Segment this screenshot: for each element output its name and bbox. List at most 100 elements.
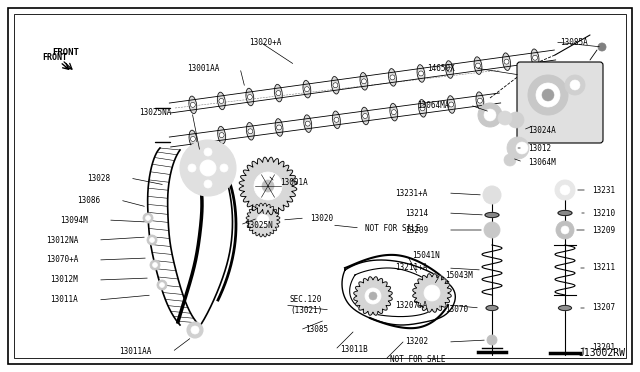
Text: FRONT: FRONT (52, 48, 79, 57)
Text: 13211+A: 13211+A (396, 263, 428, 273)
Circle shape (187, 322, 203, 338)
Ellipse shape (417, 65, 425, 82)
Text: 13085: 13085 (305, 326, 328, 334)
Circle shape (257, 214, 269, 226)
Circle shape (143, 213, 153, 223)
Circle shape (561, 226, 569, 234)
Ellipse shape (303, 80, 311, 98)
Text: 13086: 13086 (77, 196, 100, 205)
Polygon shape (354, 277, 392, 315)
Text: 13070: 13070 (445, 305, 468, 314)
Circle shape (419, 71, 424, 76)
Circle shape (333, 83, 338, 88)
Circle shape (334, 117, 339, 122)
Text: 13012NA: 13012NA (45, 235, 78, 244)
Circle shape (305, 87, 309, 92)
Text: 13012: 13012 (528, 144, 551, 153)
Text: 15041N: 15041N (412, 250, 440, 260)
Text: FRONT: FRONT (42, 52, 67, 61)
Circle shape (516, 142, 528, 154)
Ellipse shape (361, 107, 369, 125)
Ellipse shape (388, 69, 396, 86)
Circle shape (362, 79, 367, 84)
Ellipse shape (218, 126, 225, 144)
Circle shape (204, 180, 212, 188)
Ellipse shape (476, 92, 484, 109)
Text: 13209: 13209 (592, 225, 615, 234)
Text: 13011A: 13011A (51, 295, 78, 305)
Circle shape (390, 75, 395, 80)
Text: 13020+A: 13020+A (249, 38, 281, 46)
Text: 13207+A: 13207+A (396, 301, 428, 310)
Ellipse shape (304, 115, 312, 132)
Ellipse shape (486, 305, 498, 311)
Text: NOT FOR SALE: NOT FOR SALE (365, 224, 420, 232)
Circle shape (200, 160, 216, 176)
Circle shape (276, 125, 282, 130)
Circle shape (369, 292, 377, 300)
Ellipse shape (419, 100, 426, 117)
Circle shape (598, 43, 606, 51)
Ellipse shape (275, 84, 282, 102)
Text: 13025NA: 13025NA (140, 108, 172, 116)
Circle shape (498, 111, 512, 125)
Ellipse shape (246, 122, 254, 140)
Text: SEC.120
(13021): SEC.120 (13021) (290, 295, 323, 315)
Text: 13011AA: 13011AA (120, 347, 152, 356)
Text: 13085A: 13085A (560, 38, 588, 46)
Circle shape (391, 110, 396, 115)
Circle shape (150, 237, 154, 243)
Ellipse shape (558, 211, 572, 215)
Circle shape (157, 280, 167, 290)
Circle shape (191, 137, 195, 141)
Circle shape (528, 75, 568, 115)
Ellipse shape (332, 77, 339, 94)
Circle shape (555, 180, 575, 200)
Text: 15043M: 15043M (445, 270, 473, 279)
Circle shape (365, 288, 381, 304)
Ellipse shape (474, 57, 482, 74)
Circle shape (507, 137, 529, 159)
Circle shape (219, 132, 224, 138)
Ellipse shape (360, 73, 368, 90)
Ellipse shape (445, 61, 453, 78)
Ellipse shape (246, 88, 253, 106)
Text: 13012M: 13012M (51, 276, 78, 285)
Ellipse shape (333, 111, 340, 129)
Circle shape (476, 63, 481, 68)
Circle shape (484, 222, 500, 238)
Text: 13064M: 13064M (528, 157, 556, 167)
Circle shape (180, 140, 236, 196)
Text: 14650X: 14650X (428, 64, 455, 73)
Circle shape (483, 186, 501, 204)
Ellipse shape (189, 96, 196, 113)
Text: J13002RW: J13002RW (578, 348, 625, 358)
Text: 13028: 13028 (87, 173, 110, 183)
Text: 13202: 13202 (405, 337, 428, 346)
Circle shape (477, 98, 483, 103)
Circle shape (504, 154, 516, 166)
Circle shape (147, 235, 157, 245)
Circle shape (532, 55, 538, 60)
Ellipse shape (485, 212, 499, 218)
Text: 13231: 13231 (592, 186, 615, 195)
Text: 13207: 13207 (592, 304, 615, 312)
Text: 13214: 13214 (405, 208, 428, 218)
Circle shape (220, 164, 228, 172)
Circle shape (536, 83, 560, 107)
Circle shape (219, 99, 224, 103)
Ellipse shape (559, 305, 572, 311)
Circle shape (254, 172, 282, 200)
Polygon shape (239, 157, 297, 215)
Circle shape (447, 67, 452, 72)
Circle shape (248, 129, 253, 134)
Text: 13210: 13210 (592, 208, 615, 218)
Circle shape (190, 102, 195, 108)
Circle shape (191, 326, 199, 334)
Circle shape (424, 285, 440, 301)
Text: 13011B: 13011B (340, 346, 368, 355)
Text: 13211: 13211 (592, 263, 615, 273)
Text: 13025N: 13025N (245, 221, 273, 230)
Ellipse shape (189, 130, 197, 148)
Circle shape (449, 102, 454, 107)
